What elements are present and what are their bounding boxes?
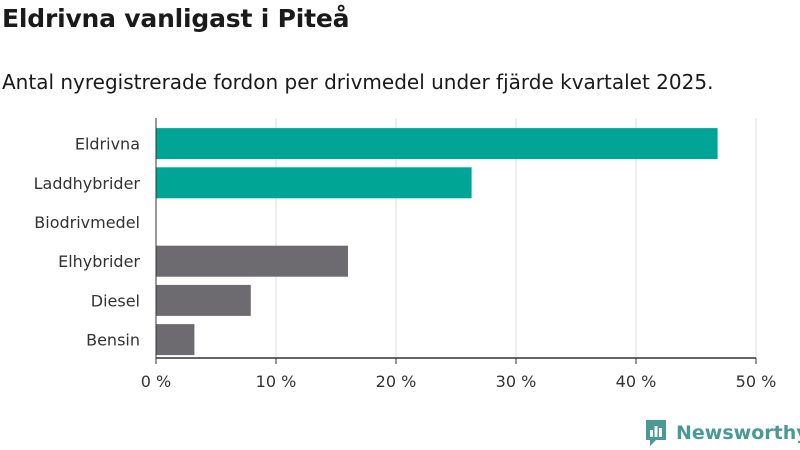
category-label: Eldrivna — [75, 135, 140, 154]
category-label: Diesel — [91, 291, 140, 310]
category-label: Bensin — [86, 331, 140, 350]
newsworthy-logo-icon — [646, 420, 666, 446]
newsworthy-logo: Newsworthy — [644, 418, 800, 448]
x-tick-label: 0 % — [141, 372, 171, 391]
chart-subtitle: Antal nyregistrerade fordon per drivmede… — [2, 70, 714, 94]
x-tick-label: 20 % — [376, 372, 417, 391]
x-tick-label: 30 % — [496, 372, 537, 391]
category-label: Biodrivmedel — [34, 213, 140, 232]
bar — [156, 245, 348, 277]
category-label: Laddhybrider — [34, 174, 141, 193]
category-labels: Eldrivna Laddhybrider Biodrivmedel Elhybrid… — [34, 135, 141, 350]
bar-chart: Eldrivna Laddhybrider Biodrivmedel Elhybrid… — [34, 118, 777, 391]
chart-title: Eldrivna vanligast i Piteå — [2, 4, 350, 33]
bar — [156, 324, 195, 356]
x-axis: 0 % 10 % 20 % 30 % 40 % 50 % — [141, 118, 777, 391]
bar — [156, 128, 718, 160]
bar — [156, 284, 251, 316]
category-label: Elhybrider — [58, 252, 140, 271]
x-tick-label: 40 % — [616, 372, 657, 391]
bar — [156, 167, 472, 199]
x-tick-label: 10 % — [256, 372, 297, 391]
newsworthy-logo-text: Newsworthy — [676, 422, 800, 444]
bars — [156, 128, 718, 356]
x-tick-label: 50 % — [736, 372, 777, 391]
